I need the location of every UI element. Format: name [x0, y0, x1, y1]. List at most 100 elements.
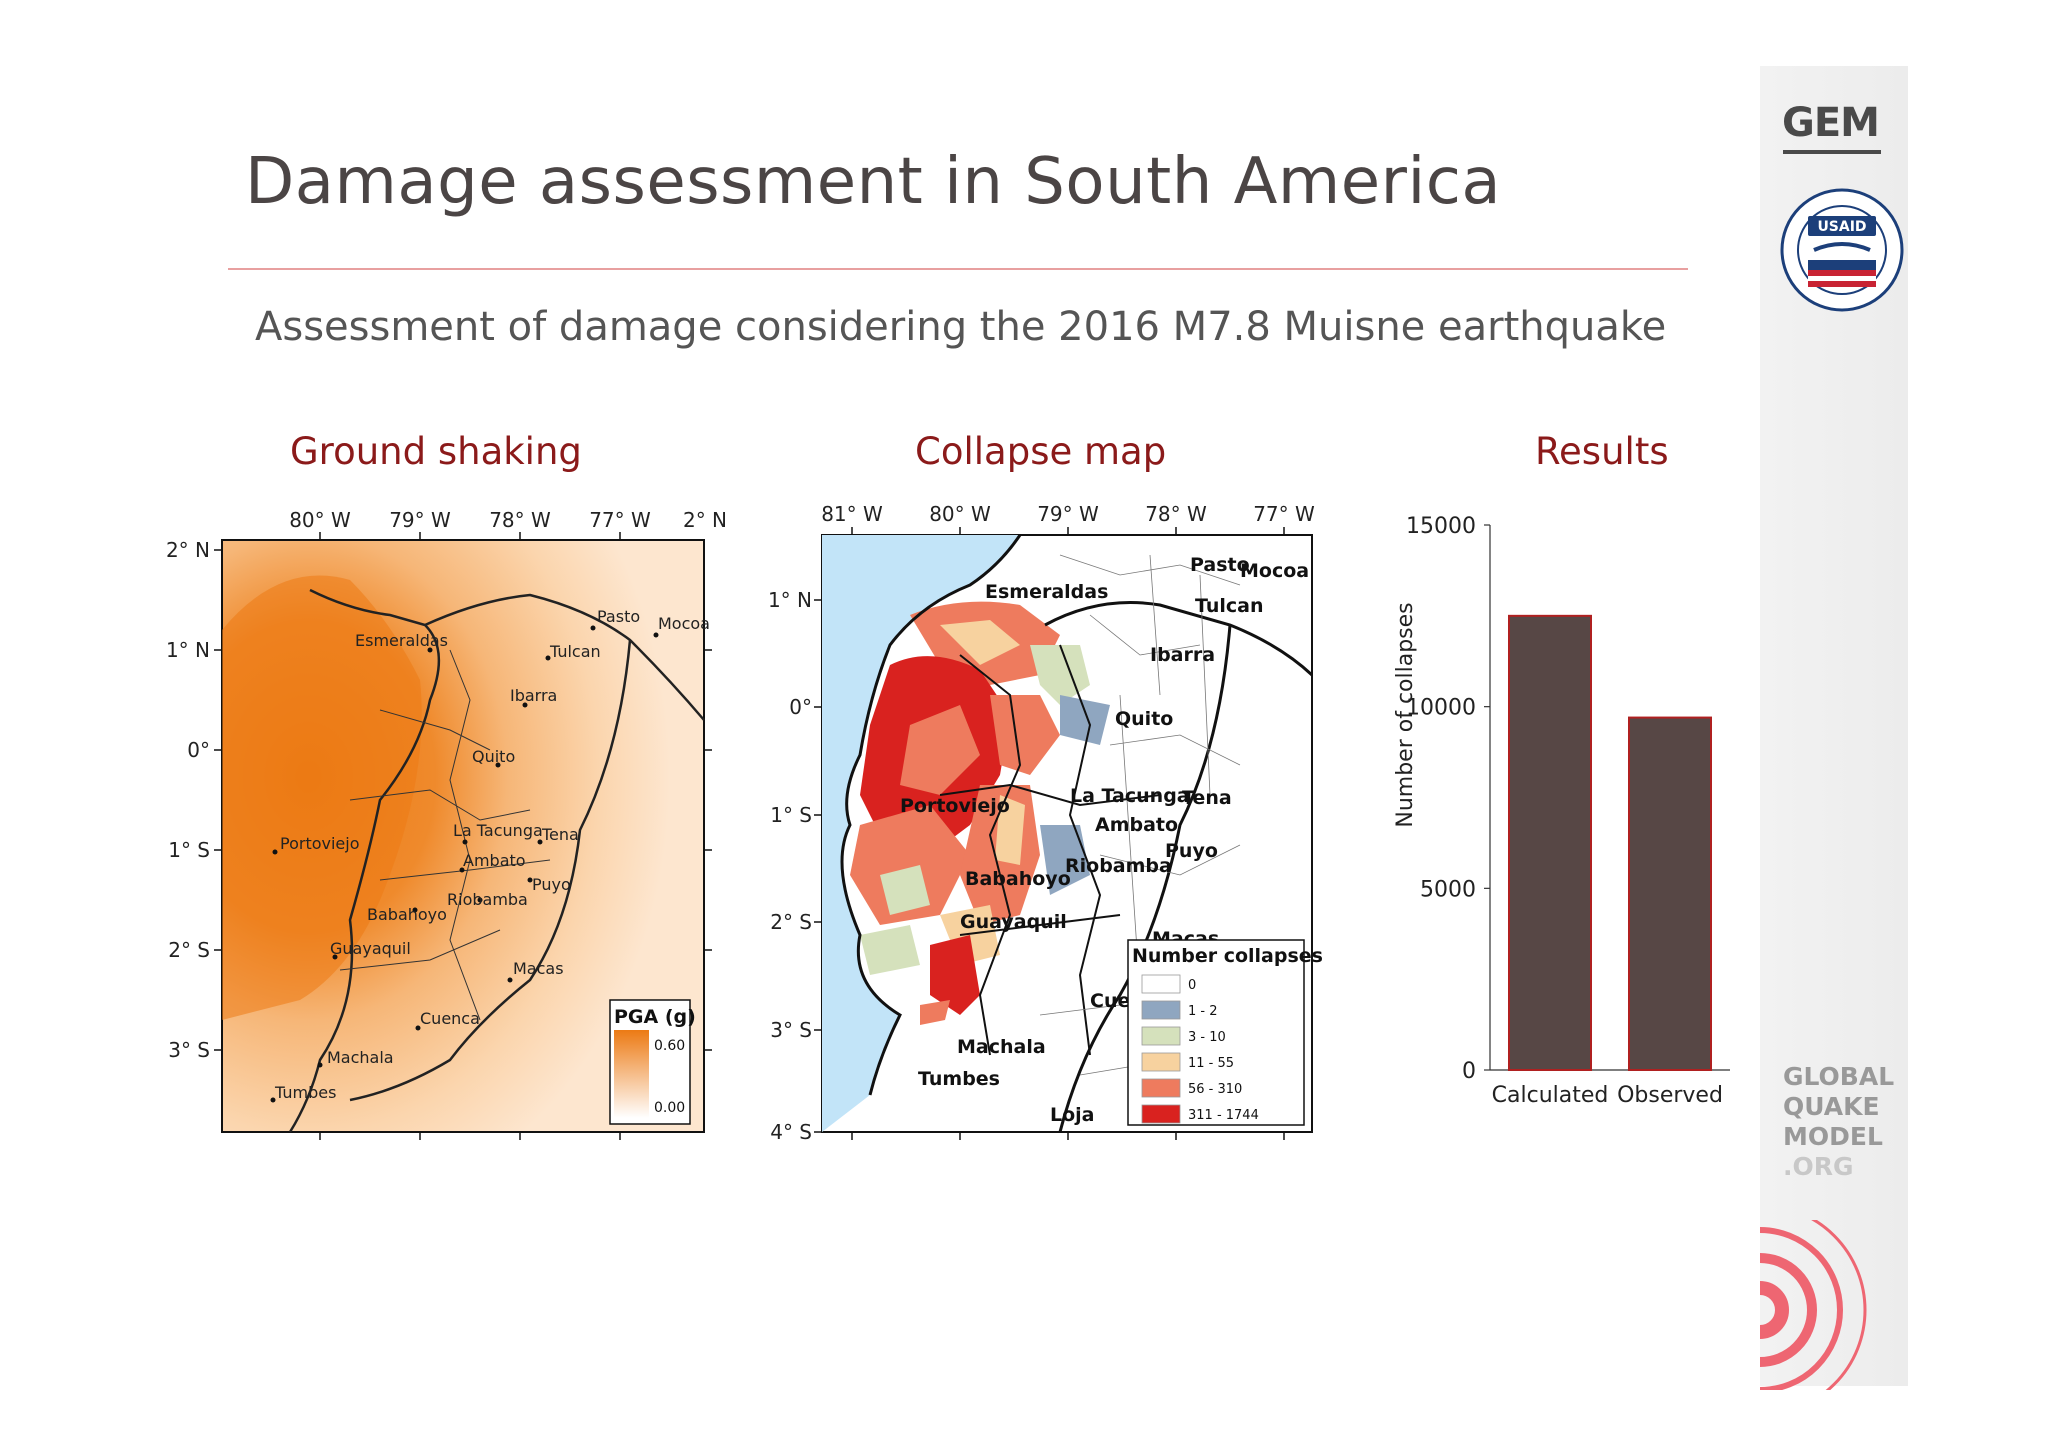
cm-city-label: Quito — [1115, 708, 1173, 730]
gs-lat-label: 1° S — [168, 838, 210, 862]
gs-city-label: Babahoyo — [367, 905, 447, 924]
gs-city-label: Machala — [327, 1048, 394, 1067]
gs-city-label: Cuenca — [420, 1009, 480, 1028]
gs-lon-label: 78° W — [489, 508, 551, 532]
collapse-legend-swatch — [1141, 1026, 1181, 1046]
cm-city-label: Pasto — [1190, 554, 1250, 576]
cm-city-label: Ambato — [1095, 814, 1178, 836]
slide-title: Damage assessment in South America — [245, 145, 1502, 219]
gs-lon-label: 77° W — [589, 508, 651, 532]
gqm-line-1: GLOBAL — [1783, 1062, 1895, 1091]
cm-lon-label: 77° W — [1253, 502, 1315, 526]
collapse-legend-label: 1 - 2 — [1188, 1004, 1218, 1019]
gs-city-label: Quito — [472, 747, 515, 766]
collapse-legend-swatch — [1141, 974, 1181, 994]
gs-lat-label: 0° — [187, 738, 210, 762]
cm-city-label: Tena — [1182, 787, 1232, 809]
gs-lat-label: 2° S — [168, 938, 210, 962]
cm-lat-label: 3° S — [770, 1018, 812, 1042]
cm-city-label: Ibarra — [1150, 644, 1215, 666]
collapse-legend-label: 56 - 310 — [1188, 1082, 1242, 1097]
cm-city-label: Puyo — [1165, 840, 1218, 862]
ground-shaking-map: 80° W 79° W 78° W 77° W 2° N 2° N 1° N 0… — [166, 508, 727, 1140]
title-divider — [228, 268, 1688, 270]
cm-lon-label: 78° W — [1145, 502, 1207, 526]
results-bar-chart: Number of collapses 0 5000 10000 15000 Calc… — [1393, 514, 1730, 1108]
cm-city-label: Riobamba — [1065, 855, 1172, 877]
usaid-seal-icon: USAID — [1780, 188, 1904, 312]
collapse-legend-label: 0 — [1188, 978, 1196, 993]
gqm-line-2: QUAKE — [1783, 1092, 1880, 1121]
results-y-tick-label: 0 — [1462, 1059, 1476, 1084]
collapse-legend-swatch — [1141, 1052, 1181, 1072]
results-y-tick-label: 5000 — [1420, 877, 1476, 902]
pga-legend: PGA (g) 0.60 0.00 — [609, 999, 696, 1125]
gs-city-label: Ibarra — [510, 686, 557, 705]
ground-shaking-title: Ground shaking — [290, 430, 582, 473]
gs-city-label: Ambato — [463, 851, 526, 870]
gs-lat-label: 2° N — [166, 538, 210, 562]
collapse-legend-label: 3 - 10 — [1188, 1030, 1226, 1045]
collapse-legend-label: 11 - 55 — [1188, 1056, 1234, 1071]
cm-lat-label: 1° N — [768, 588, 812, 612]
cm-city-label: Babahoyo — [965, 868, 1071, 890]
gs-city-label: Puyo — [532, 875, 571, 894]
results-bar-calculated — [1508, 614, 1592, 1071]
cm-city-label: Tulcan — [1195, 595, 1264, 617]
collapse-legend-swatch — [1141, 1000, 1181, 1020]
cm-lon-label: 80° W — [929, 502, 991, 526]
gs-lon-label: 79° W — [389, 508, 451, 532]
collapse-legend-label: 311 - 1744 — [1188, 1108, 1259, 1123]
gqm-line-3: MODEL — [1783, 1122, 1883, 1151]
gs-lon-label: 80° W — [289, 508, 351, 532]
results-y-tick-label: 10000 — [1406, 696, 1476, 721]
gqm-line-4: .ORG — [1783, 1152, 1854, 1181]
results-x-tick-label: Observed — [1617, 1083, 1723, 1108]
cm-lat-label: 0° — [789, 695, 812, 719]
cm-city-label: Esmeraldas — [985, 581, 1108, 603]
gqm-rings-icon — [1760, 1220, 1867, 1390]
gs-city-label: Mocoa — [658, 614, 710, 633]
results-x-tick-label: Calculated — [1492, 1083, 1609, 1108]
gs-city-label: Pasto — [597, 607, 640, 626]
collapse-legend: Number collapses 0 1 - 2 3 - 10 11 - 55 56 -… — [1127, 939, 1323, 1126]
cm-city-label: Machala — [957, 1036, 1046, 1058]
collapse-legend-title: Number collapses — [1132, 945, 1323, 967]
results-title: Results — [1535, 430, 1669, 473]
gem-logo-underline — [1783, 150, 1881, 154]
pga-legend-min: 0.00 — [654, 1100, 685, 1116]
cm-lon-label: 79° W — [1037, 502, 1099, 526]
results-bar-observed — [1628, 716, 1712, 1071]
gqm-logo: GLOBAL QUAKE MODEL .ORG — [1783, 1062, 1894, 1182]
cm-lon-label: 81° W — [821, 502, 883, 526]
cm-city-label: Loja — [1050, 1104, 1095, 1126]
collapse-legend-swatch — [1141, 1078, 1181, 1098]
gs-city-label: Tena — [541, 825, 579, 844]
pga-legend-max: 0.60 — [654, 1038, 685, 1054]
cm-city-label: Tumbes — [918, 1068, 1000, 1090]
gs-city-label: Tumbes — [274, 1083, 336, 1102]
collapse-map-title: Collapse map — [915, 430, 1167, 473]
cm-lat-label: 1° S — [770, 803, 812, 827]
cm-city-label: Guayaquil — [960, 911, 1067, 933]
gs-city-label: Portoviejo — [280, 834, 360, 853]
gs-lat-label: 3° S — [168, 1038, 210, 1062]
cm-city-label: La Tacunga — [1070, 785, 1190, 807]
cm-city-label: Portoviejo — [900, 795, 1010, 817]
usaid-badge: USAID — [1817, 219, 1866, 235]
slide-subtitle: Assessment of damage considering the 201… — [255, 304, 1667, 350]
collapse-legend-swatch — [1141, 1104, 1181, 1124]
results-y-axis-label: Number of collapses — [1393, 602, 1418, 827]
cm-city-label: Mocoa — [1240, 560, 1309, 582]
pga-legend-title: PGA (g) — [614, 1006, 696, 1028]
gs-lat-label: 1° N — [166, 638, 210, 662]
results-y-tick-label: 15000 — [1406, 514, 1476, 539]
gs-city-label: Macas — [513, 959, 564, 978]
gs-city-label: La Tacunga — [453, 821, 543, 840]
gs-city-label: Riobamba — [447, 890, 528, 909]
gs-city-label: Guayaquil — [330, 939, 411, 958]
gem-logo: GEM — [1782, 100, 1880, 146]
gs-city-label: Tulcan — [549, 642, 601, 661]
cm-lat-label: 4° S — [770, 1120, 812, 1144]
gs-city-label: Esmeraldas — [355, 631, 448, 650]
